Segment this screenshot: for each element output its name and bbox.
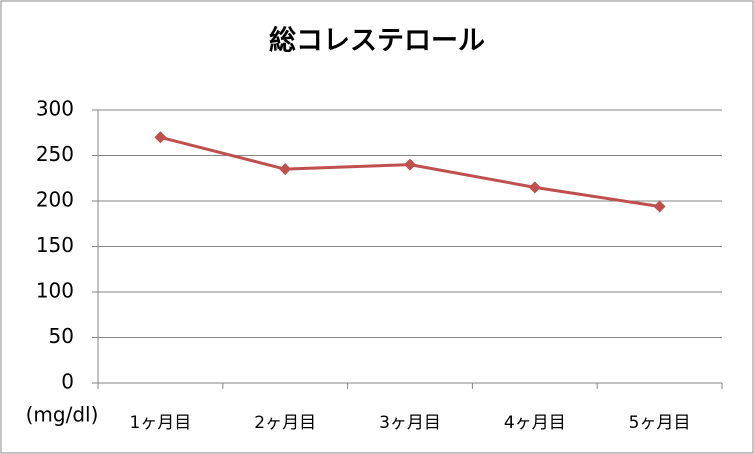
- y-tick-label: 300: [36, 97, 74, 121]
- chart-title: 総コレステロール: [269, 25, 485, 57]
- y-tick-label: 200: [36, 188, 74, 212]
- data-point: [653, 200, 666, 213]
- y-tick-label: 0: [61, 370, 74, 394]
- x-tick-label: 4ヶ月目: [504, 413, 566, 433]
- data-point: [279, 163, 292, 176]
- data-point: [528, 181, 541, 194]
- x-tick-label: 3ヶ月目: [379, 413, 441, 433]
- y-tick-label: 50: [49, 324, 74, 348]
- y-tick-label: 250: [36, 142, 74, 166]
- data-point: [404, 158, 416, 171]
- y-tick-label: 150: [36, 233, 74, 257]
- x-tick-label: 2ヶ月目: [254, 413, 316, 433]
- x-tick-label: 1ヶ月目: [129, 413, 191, 433]
- data-point: [154, 131, 167, 144]
- y-tick-label: 100: [36, 279, 74, 303]
- x-tick-label: 5ヶ月目: [629, 413, 691, 433]
- y-axis-label: (mg/dl): [26, 403, 99, 427]
